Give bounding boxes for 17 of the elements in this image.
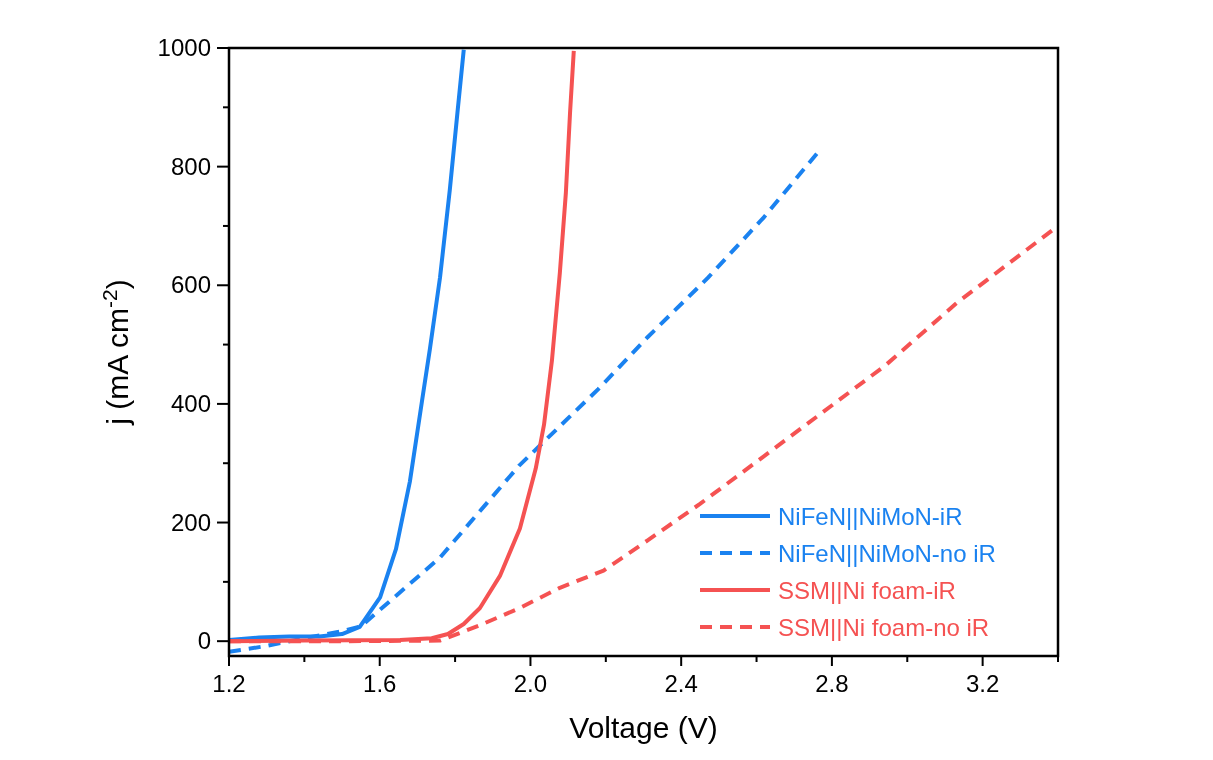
y-tick-label: 800 [170, 152, 211, 180]
y-tick-label: 1000 [157, 34, 211, 61]
x-tick-label: 2.8 [815, 670, 849, 697]
legend-label: NiFeN||NiMoN-iR [778, 503, 963, 530]
x-tick-label: 2.4 [664, 670, 698, 697]
y-tick-label: 400 [170, 389, 211, 417]
x-tick-label: 1.6 [363, 670, 397, 697]
x-tick-label: 2.0 [513, 670, 548, 697]
legend-label: SSM||Ni foam-iR [778, 577, 956, 604]
y-tick-label: 0 [197, 627, 211, 655]
y-tick-label: 600 [170, 271, 211, 299]
legend-label: SSM||Ni foam-no iR [778, 614, 990, 641]
x-axis-title: Voltage (V) [569, 711, 718, 744]
x-tick-label: 1.2 [212, 670, 246, 697]
y-tick-label: 200 [170, 508, 211, 536]
x-tick-label: 3.2 [965, 670, 1000, 697]
legend-label: NiFeN||NiMoN-no iR [778, 540, 996, 567]
